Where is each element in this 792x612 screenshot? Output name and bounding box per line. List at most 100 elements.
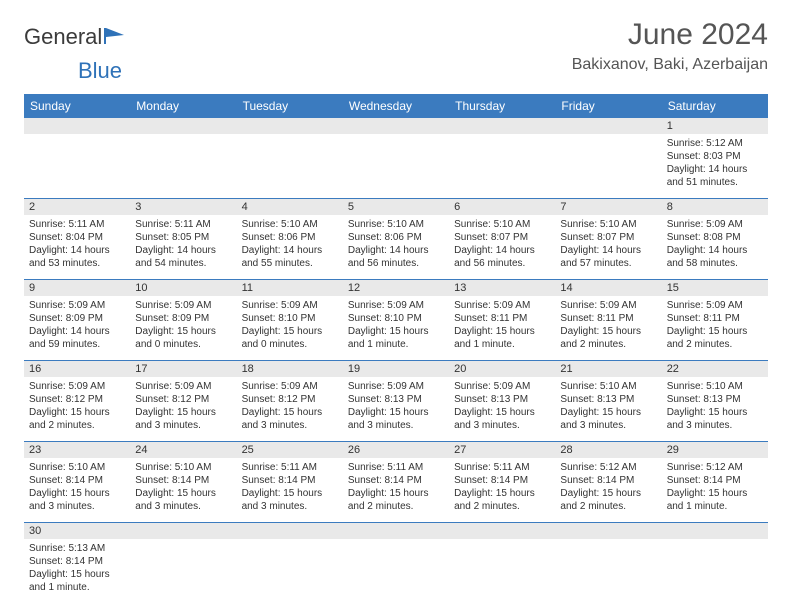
sunset-text: Sunset: 8:14 PM: [454, 474, 550, 487]
sunrise-text: Sunrise: 5:10 AM: [667, 380, 763, 393]
daylight-text: Daylight: 15 hours and 3 minutes.: [560, 406, 656, 432]
daylight-text: Daylight: 15 hours and 2 minutes.: [560, 487, 656, 513]
sunset-text: Sunset: 8:13 PM: [560, 393, 656, 406]
daylight-text: Daylight: 14 hours and 59 minutes.: [29, 325, 125, 351]
empty-cell: [555, 539, 661, 603]
sunset-text: Sunset: 8:03 PM: [667, 150, 763, 163]
day-number: 30: [24, 523, 130, 539]
week-row: Sunrise: 5:09 AMSunset: 8:12 PMDaylight:…: [24, 377, 768, 442]
day-cell: Sunrise: 5:11 AMSunset: 8:04 PMDaylight:…: [24, 215, 130, 279]
day-cell: Sunrise: 5:09 AMSunset: 8:13 PMDaylight:…: [343, 377, 449, 441]
day-number: 12: [343, 280, 449, 296]
logo-text-1: General: [24, 24, 102, 50]
day-number: 10: [130, 280, 236, 296]
sunset-text: Sunset: 8:07 PM: [560, 231, 656, 244]
sunset-text: Sunset: 8:14 PM: [29, 474, 125, 487]
sunrise-text: Sunrise: 5:10 AM: [560, 218, 656, 231]
daylight-text: Daylight: 15 hours and 2 minutes.: [560, 325, 656, 351]
sunrise-text: Sunrise: 5:09 AM: [348, 380, 444, 393]
daylight-text: Daylight: 15 hours and 3 minutes.: [667, 406, 763, 432]
sunrise-text: Sunrise: 5:09 AM: [135, 380, 231, 393]
sunrise-text: Sunrise: 5:12 AM: [667, 137, 763, 150]
day-cell: Sunrise: 5:09 AMSunset: 8:10 PMDaylight:…: [343, 296, 449, 360]
calendar: Sunday Monday Tuesday Wednesday Thursday…: [24, 94, 768, 603]
sunrise-text: Sunrise: 5:11 AM: [135, 218, 231, 231]
empty-cell: [237, 539, 343, 603]
daylight-text: Daylight: 14 hours and 53 minutes.: [29, 244, 125, 270]
sunset-text: Sunset: 8:11 PM: [667, 312, 763, 325]
day-cell: Sunrise: 5:09 AMSunset: 8:12 PMDaylight:…: [24, 377, 130, 441]
sunrise-text: Sunrise: 5:09 AM: [454, 299, 550, 312]
day-cell: Sunrise: 5:10 AMSunset: 8:06 PMDaylight:…: [237, 215, 343, 279]
sunrise-text: Sunrise: 5:09 AM: [29, 299, 125, 312]
sunset-text: Sunset: 8:12 PM: [29, 393, 125, 406]
day-cell: Sunrise: 5:10 AMSunset: 8:14 PMDaylight:…: [24, 458, 130, 522]
day-number: [237, 523, 343, 539]
day-number: [237, 118, 343, 134]
day-header: Thursday: [449, 94, 555, 118]
day-cell: Sunrise: 5:09 AMSunset: 8:09 PMDaylight:…: [24, 296, 130, 360]
day-cell: Sunrise: 5:10 AMSunset: 8:07 PMDaylight:…: [449, 215, 555, 279]
day-number: 17: [130, 361, 236, 377]
sunrise-text: Sunrise: 5:11 AM: [242, 461, 338, 474]
day-header: Saturday: [662, 94, 768, 118]
sunrise-text: Sunrise: 5:10 AM: [560, 380, 656, 393]
daylight-text: Daylight: 15 hours and 3 minutes.: [135, 406, 231, 432]
daylight-text: Daylight: 14 hours and 58 minutes.: [667, 244, 763, 270]
daylight-text: Daylight: 14 hours and 57 minutes.: [560, 244, 656, 270]
daylight-text: Daylight: 15 hours and 1 minute.: [454, 325, 550, 351]
sunrise-text: Sunrise: 5:11 AM: [29, 218, 125, 231]
day-number: 24: [130, 442, 236, 458]
daylight-text: Daylight: 15 hours and 1 minute.: [348, 325, 444, 351]
day-number: 6: [449, 199, 555, 215]
daynum-row: 9101112131415: [24, 280, 768, 296]
day-number: 20: [449, 361, 555, 377]
day-number: 29: [662, 442, 768, 458]
day-number: 5: [343, 199, 449, 215]
day-number: [662, 523, 768, 539]
day-headers: Sunday Monday Tuesday Wednesday Thursday…: [24, 94, 768, 118]
sunset-text: Sunset: 8:13 PM: [348, 393, 444, 406]
empty-cell: [237, 134, 343, 198]
day-number: 22: [662, 361, 768, 377]
day-number: 1: [662, 118, 768, 134]
day-cell: Sunrise: 5:09 AMSunset: 8:11 PMDaylight:…: [449, 296, 555, 360]
sunset-text: Sunset: 8:14 PM: [29, 555, 125, 568]
sunset-text: Sunset: 8:11 PM: [560, 312, 656, 325]
day-number: 8: [662, 199, 768, 215]
daylight-text: Daylight: 14 hours and 54 minutes.: [135, 244, 231, 270]
day-cell: Sunrise: 5:09 AMSunset: 8:10 PMDaylight:…: [237, 296, 343, 360]
sunset-text: Sunset: 8:05 PM: [135, 231, 231, 244]
empty-cell: [343, 539, 449, 603]
empty-cell: [449, 539, 555, 603]
day-cell: Sunrise: 5:13 AMSunset: 8:14 PMDaylight:…: [24, 539, 130, 603]
sunrise-text: Sunrise: 5:12 AM: [560, 461, 656, 474]
day-cell: Sunrise: 5:09 AMSunset: 8:08 PMDaylight:…: [662, 215, 768, 279]
sunset-text: Sunset: 8:14 PM: [135, 474, 231, 487]
day-number: 25: [237, 442, 343, 458]
day-number: 7: [555, 199, 661, 215]
sunset-text: Sunset: 8:12 PM: [135, 393, 231, 406]
weeks-container: 1Sunrise: 5:12 AMSunset: 8:03 PMDaylight…: [24, 118, 768, 603]
empty-cell: [449, 134, 555, 198]
sunset-text: Sunset: 8:11 PM: [454, 312, 550, 325]
sunset-text: Sunset: 8:09 PM: [29, 312, 125, 325]
day-number: 14: [555, 280, 661, 296]
sunrise-text: Sunrise: 5:12 AM: [667, 461, 763, 474]
sunset-text: Sunset: 8:07 PM: [454, 231, 550, 244]
daynum-row: 30: [24, 523, 768, 539]
empty-cell: [343, 134, 449, 198]
day-number: 16: [24, 361, 130, 377]
day-number: [130, 523, 236, 539]
sunset-text: Sunset: 8:13 PM: [454, 393, 550, 406]
sunset-text: Sunset: 8:08 PM: [667, 231, 763, 244]
day-cell: Sunrise: 5:09 AMSunset: 8:11 PMDaylight:…: [555, 296, 661, 360]
daylight-text: Daylight: 14 hours and 51 minutes.: [667, 163, 763, 189]
sunset-text: Sunset: 8:10 PM: [242, 312, 338, 325]
sunset-text: Sunset: 8:14 PM: [348, 474, 444, 487]
sunrise-text: Sunrise: 5:09 AM: [454, 380, 550, 393]
daylight-text: Daylight: 15 hours and 2 minutes.: [29, 406, 125, 432]
day-cell: Sunrise: 5:09 AMSunset: 8:12 PMDaylight:…: [130, 377, 236, 441]
daylight-text: Daylight: 15 hours and 3 minutes.: [135, 487, 231, 513]
daylight-text: Daylight: 15 hours and 1 minute.: [667, 487, 763, 513]
